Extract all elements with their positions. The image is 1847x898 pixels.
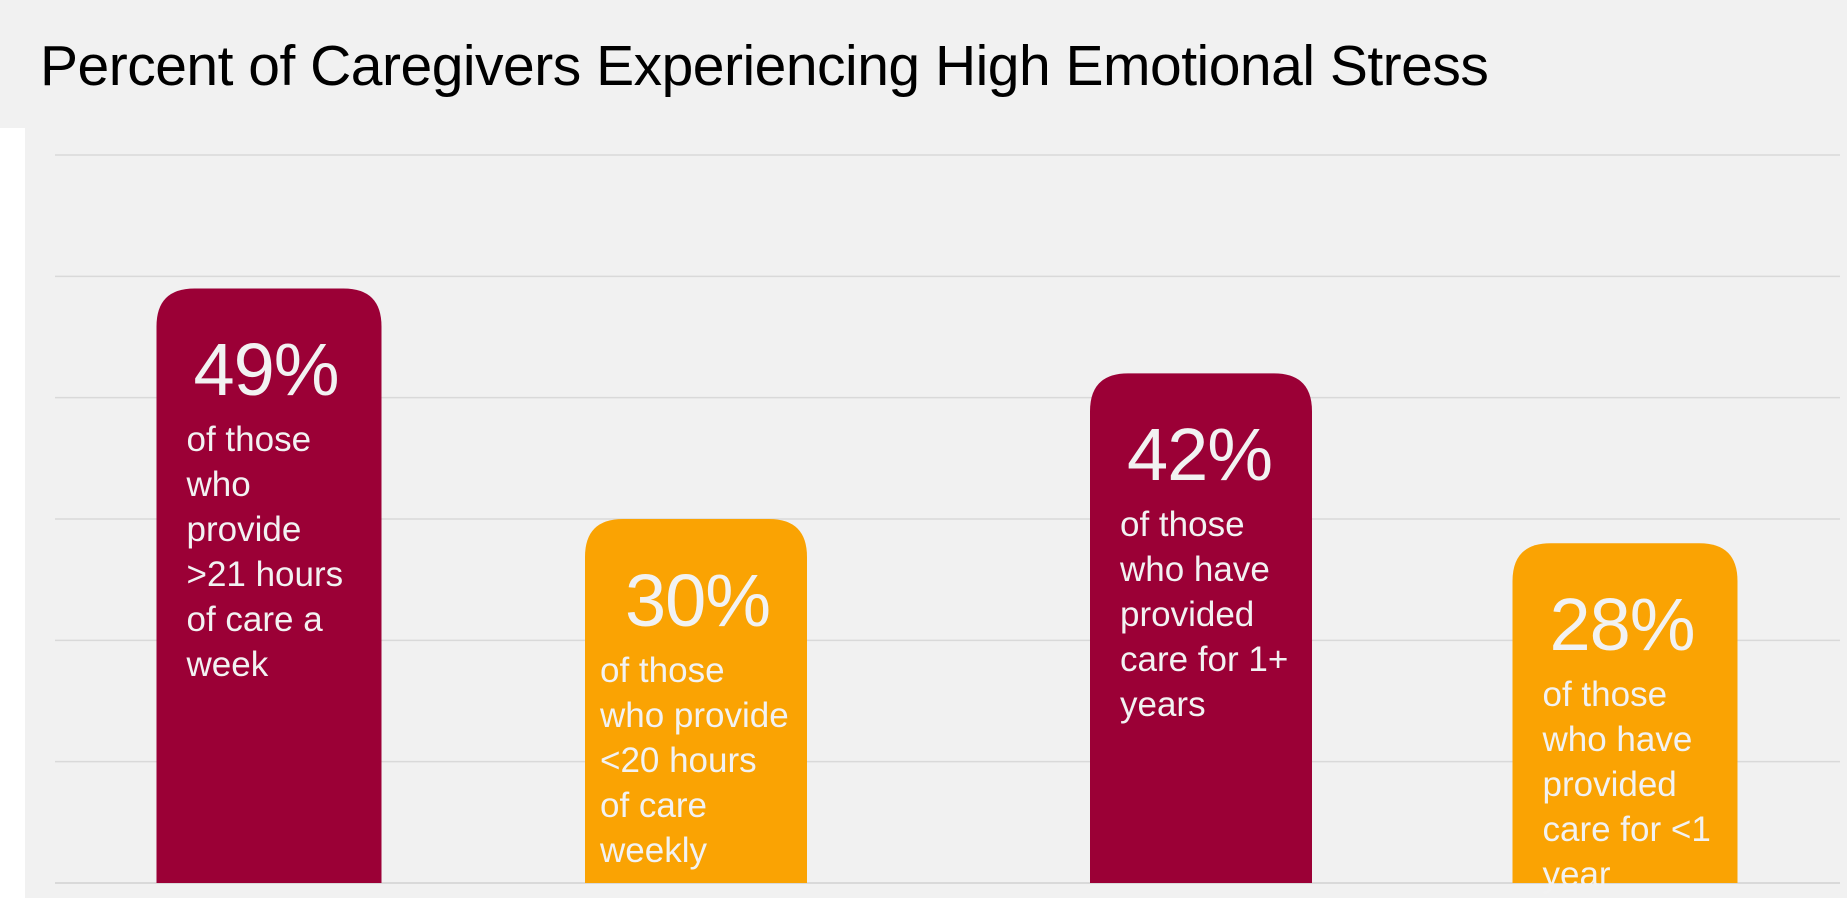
bar-category-label: of those who have provided care for <1 y… xyxy=(1542,675,1711,895)
bar-label-group-4: 28% of those who have provided care for <… xyxy=(1543,588,1728,897)
bar-label-group-3: 42% of those who have provided care for 1… xyxy=(1120,418,1300,727)
bar-value-label: 42% xyxy=(1127,413,1273,497)
title-band xyxy=(0,0,1847,128)
bar-1 xyxy=(156,288,382,883)
bar-category-label: of those who provide <20 hours of care w… xyxy=(600,651,789,870)
bar-category-label: of those who have provided care for 1+ y… xyxy=(1120,505,1289,725)
bar-label-group-2: 30% of those who provide <20 hours of car… xyxy=(600,564,790,873)
bar-category-label: of those who provide >21 hours of care a… xyxy=(186,420,344,685)
bar-4 xyxy=(1512,543,1738,883)
bar-value-label: 49% xyxy=(193,328,340,412)
bar-label-group-1: 49% of those who provide >21 hours of car… xyxy=(187,333,357,687)
bar-3 xyxy=(1090,373,1312,883)
bar-value-label: 30% xyxy=(625,559,771,642)
bar-2 xyxy=(585,519,807,883)
bar-value-label: 28% xyxy=(1549,583,1696,667)
chart-title: Percent of Caregivers Experiencing High … xyxy=(40,34,1489,98)
